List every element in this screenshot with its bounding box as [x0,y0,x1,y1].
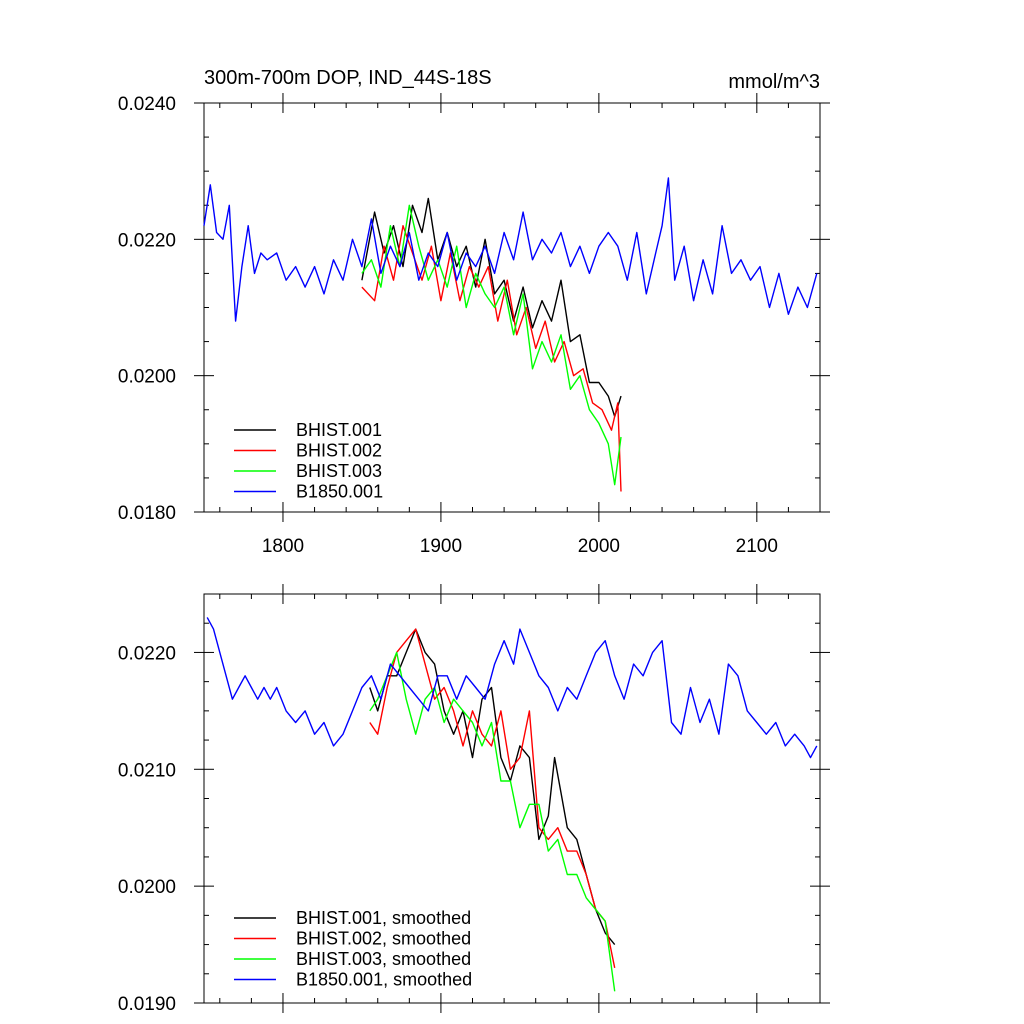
series-line [369,651,616,992]
y-tick-label: 0.0200 [118,877,176,898]
bottom-panel: 0.0190 0.0200 0.0210 0.0220 BHIST.001, smoot… [118,584,830,1015]
legend-label: BHIST.003 [296,461,382,481]
y-tick-label: 0.0220 [118,643,176,664]
y-tick-label: 0.0200 [118,367,176,388]
legend-label: BHIST.003, smoothed [296,949,471,969]
series-line [361,204,622,486]
legend-label: BHIST.001 [296,420,382,440]
units-label: mmol/m^3 [728,71,820,93]
series-line [369,628,616,969]
series-line [206,617,818,759]
y-tick-label: 0.0220 [118,230,176,251]
y-tick-label: 0.0240 [118,94,176,115]
series-line [203,177,818,322]
y-tick-label: 0.0180 [118,503,176,524]
chart-title: 300m-700m DOP, IND_44S-18S [204,67,492,89]
series-line [361,197,622,418]
x-tick-label: 1800 [262,536,304,557]
series-line [361,224,622,492]
legend-label: BHIST.002 [296,441,382,461]
legend-label: B1850.001 [296,482,383,502]
x-tick-label: 2100 [736,536,778,557]
x-tick-label: 1900 [420,536,462,557]
y-tick-label: 0.0190 [118,994,176,1015]
legend-label: BHIST.001, smoothed [296,908,471,928]
series-line [369,628,616,946]
legend-label: BHIST.002, smoothed [296,929,471,949]
top-panel: 1800 1900 2000 2100 0.0180 0.0200 0.0220 0.0240… [118,93,830,557]
x-tick-label: 2000 [578,536,620,557]
legend-label: B1850.001, smoothed [296,970,472,990]
y-tick-label: 0.0210 [118,760,176,781]
